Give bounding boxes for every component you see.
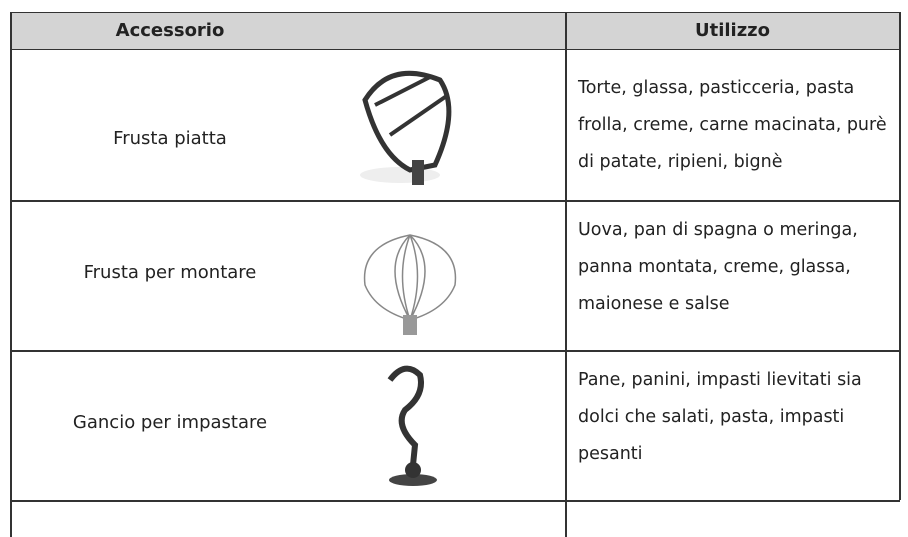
dough-hook-image xyxy=(387,365,437,486)
border xyxy=(565,12,567,537)
flat-beater-image xyxy=(360,70,452,185)
border xyxy=(10,500,900,502)
accessory-use: Torte, glassa, pasticceria, pasta frolla… xyxy=(578,78,887,172)
border xyxy=(10,200,900,202)
accessory-name: Frusta per montare xyxy=(83,262,257,283)
whisk-image xyxy=(363,234,457,335)
border xyxy=(10,350,900,352)
accessory-use: Pane, panini, impasti lievitati sia dolc… xyxy=(578,370,862,464)
header-row xyxy=(10,12,900,50)
border xyxy=(899,12,901,500)
accessory-use: Uova, pan di spagna o meringa, panna mon… xyxy=(578,220,858,314)
header-cell: Utilizzo xyxy=(694,20,771,41)
header-cell: Accessorio xyxy=(115,20,225,41)
border xyxy=(10,12,12,537)
accessory-name: Gancio per impastare xyxy=(72,412,268,433)
accessory-name: Frusta piatta xyxy=(113,128,227,149)
